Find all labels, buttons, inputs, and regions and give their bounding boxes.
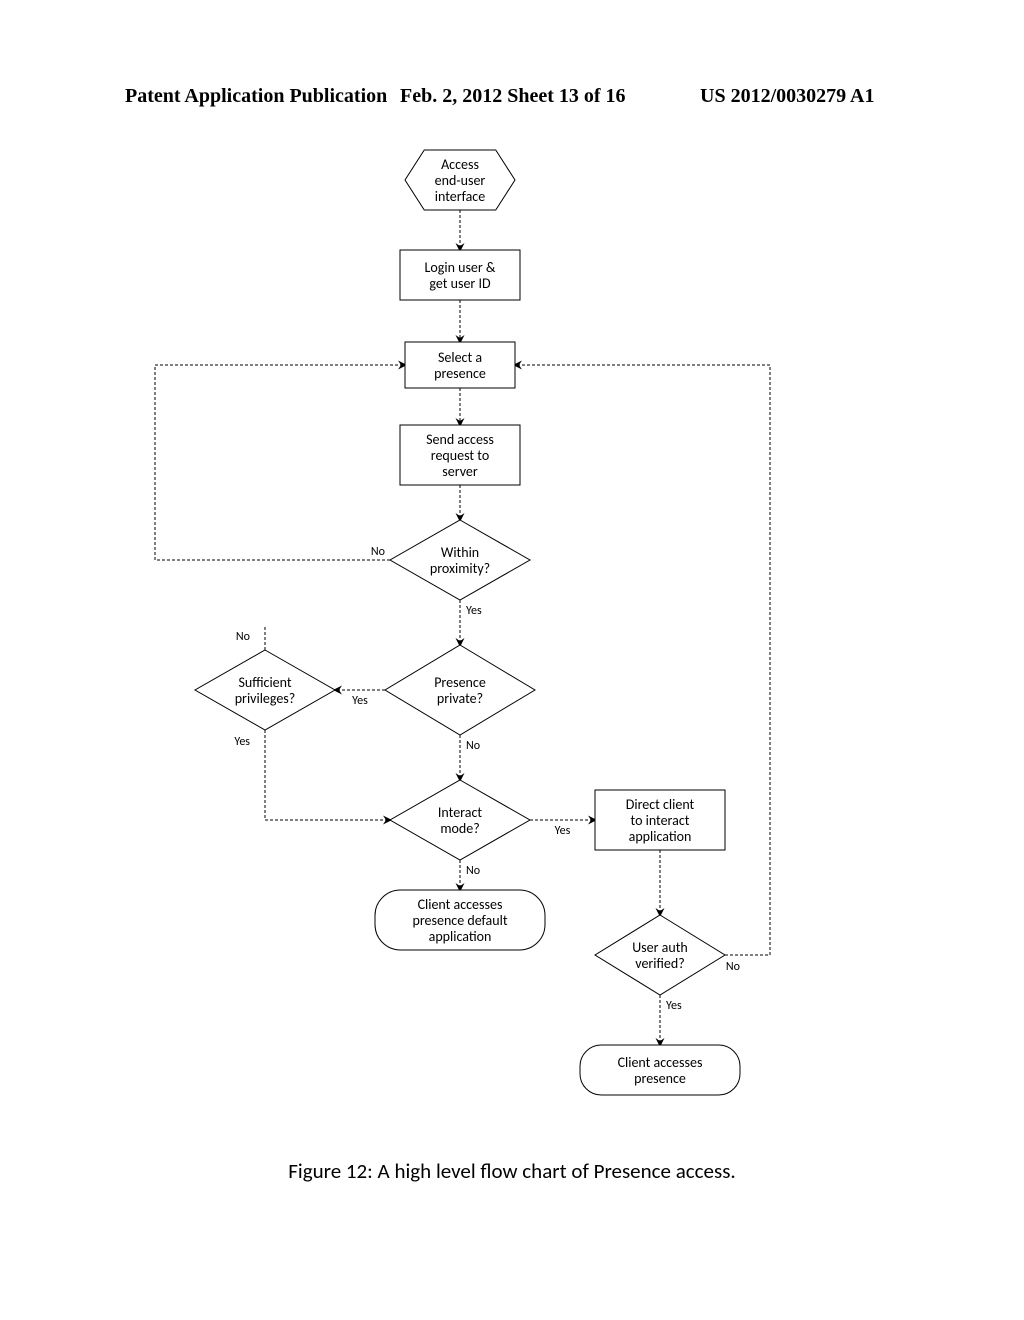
page: Patent Application Publication Feb. 2, 2… xyxy=(0,0,1024,1320)
flowchart: Yes No No Yes Yes Yes No No Yes No Accessend-user… xyxy=(0,0,1024,1200)
svg-text:proximity?: proximity? xyxy=(430,560,490,577)
svg-text:No: No xyxy=(726,960,740,974)
svg-text:Presence: Presence xyxy=(434,674,486,691)
svg-text:Direct client: Direct client xyxy=(626,796,695,813)
svg-text:User auth: User auth xyxy=(632,939,688,956)
svg-text:Send access: Send access xyxy=(426,431,494,448)
node-n7: Sufficientprivileges? xyxy=(195,650,335,730)
svg-text:No: No xyxy=(466,864,480,878)
svg-text:presence default: presence default xyxy=(412,912,507,929)
svg-text:Client accesses: Client accesses xyxy=(618,1054,703,1071)
svg-text:Login user &: Login user & xyxy=(425,259,496,276)
node-n12: Client accessespresence xyxy=(580,1045,740,1095)
node-n5: Withinproximity? xyxy=(390,520,530,600)
node-n1: Accessend-userinterface xyxy=(405,150,515,210)
svg-text:application: application xyxy=(429,928,492,945)
svg-text:Yes: Yes xyxy=(555,824,571,838)
svg-text:Yes: Yes xyxy=(466,604,482,618)
node-n6: Presenceprivate? xyxy=(385,645,535,735)
svg-text:mode?: mode? xyxy=(440,820,479,837)
svg-text:Client accesses: Client accesses xyxy=(418,896,503,913)
svg-text:privileges?: privileges? xyxy=(235,690,296,707)
node-n8: Interactmode? xyxy=(390,780,530,860)
svg-text:get user ID: get user ID xyxy=(429,275,491,292)
svg-text:end-user: end-user xyxy=(435,172,486,189)
node-n9: Client accessespresence defaultapplicati… xyxy=(375,890,545,950)
svg-text:private?: private? xyxy=(437,690,483,707)
node-n11: User authverified? xyxy=(595,915,725,995)
svg-text:to interact: to interact xyxy=(631,812,690,829)
node-n2: Login user &get user ID xyxy=(400,250,520,300)
svg-text:verified?: verified? xyxy=(635,955,684,972)
svg-text:interface: interface xyxy=(435,188,485,205)
svg-text:Interact: Interact xyxy=(438,804,482,821)
svg-text:No: No xyxy=(466,739,480,753)
svg-text:application: application xyxy=(629,828,692,845)
svg-text:presence: presence xyxy=(434,365,486,382)
svg-text:Yes: Yes xyxy=(352,694,368,708)
svg-text:Sufficient: Sufficient xyxy=(238,674,291,691)
svg-text:Yes: Yes xyxy=(234,735,250,749)
svg-text:No: No xyxy=(236,630,250,644)
svg-text:presence: presence xyxy=(634,1070,686,1087)
figure-caption: Figure 12: A high level flow chart of Pr… xyxy=(0,1158,1024,1184)
svg-text:request to: request to xyxy=(431,447,489,464)
node-n4: Send accessrequest toserver xyxy=(400,425,520,485)
node-n10: Direct clientto interactapplication xyxy=(595,790,725,850)
svg-text:server: server xyxy=(442,463,478,480)
svg-text:No: No xyxy=(371,545,385,559)
svg-text:Select a: Select a xyxy=(438,349,482,366)
svg-text:Within: Within xyxy=(441,544,479,561)
node-n3: Select apresence xyxy=(405,342,515,388)
svg-text:Yes: Yes xyxy=(666,999,682,1013)
svg-text:Access: Access xyxy=(441,156,479,173)
